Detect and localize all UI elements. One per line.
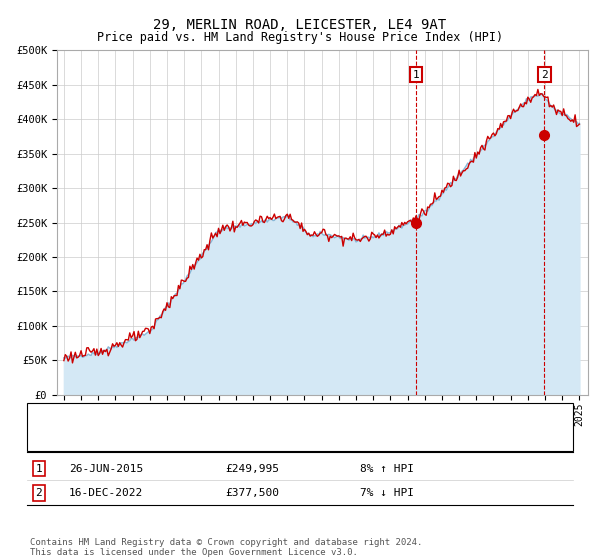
Text: ——: ——	[39, 413, 64, 427]
Text: £377,500: £377,500	[225, 488, 279, 498]
Text: 29, MERLIN ROAD, LEICESTER, LE4 9AT: 29, MERLIN ROAD, LEICESTER, LE4 9AT	[154, 18, 446, 32]
Text: HPI: Average price, detached house, Leicester: HPI: Average price, detached house, Leic…	[69, 432, 350, 442]
Text: 16-DEC-2022: 16-DEC-2022	[69, 488, 143, 498]
Text: 8% ↑ HPI: 8% ↑ HPI	[360, 464, 414, 474]
Text: 2: 2	[541, 69, 548, 80]
Text: £249,995: £249,995	[225, 464, 279, 474]
Text: 1: 1	[412, 69, 419, 80]
Text: 26-JUN-2015: 26-JUN-2015	[69, 464, 143, 474]
Text: 29, MERLIN ROAD, LEICESTER, LE4 9AT (detached house): 29, MERLIN ROAD, LEICESTER, LE4 9AT (det…	[69, 415, 394, 425]
Text: Contains HM Land Registry data © Crown copyright and database right 2024.
This d: Contains HM Land Registry data © Crown c…	[30, 538, 422, 557]
Text: 1: 1	[35, 464, 43, 474]
Text: Price paid vs. HM Land Registry's House Price Index (HPI): Price paid vs. HM Land Registry's House …	[97, 31, 503, 44]
Text: 2: 2	[35, 488, 43, 498]
Text: ——: ——	[39, 430, 64, 444]
Text: 7% ↓ HPI: 7% ↓ HPI	[360, 488, 414, 498]
